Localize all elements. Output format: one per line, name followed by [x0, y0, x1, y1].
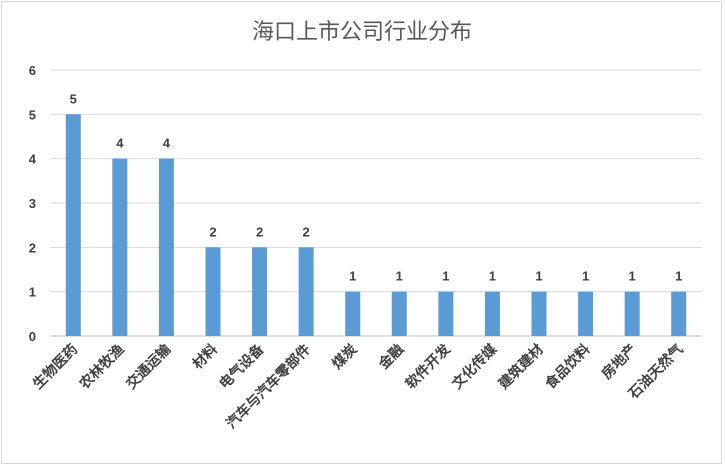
x-tick-label: 食品饮料: [542, 341, 594, 393]
data-label: 1: [349, 269, 356, 284]
y-tick-label: 4: [29, 152, 37, 167]
data-label: 2: [303, 224, 310, 239]
bar: [158, 158, 174, 336]
bar: [671, 291, 687, 336]
x-tick-label: 金融: [375, 341, 408, 374]
data-label: 2: [256, 224, 263, 239]
bar: [65, 114, 81, 336]
data-label: 1: [675, 269, 682, 284]
bar: [298, 247, 314, 336]
x-tick-label: 文化传媒: [449, 340, 501, 392]
data-label: 2: [209, 224, 216, 239]
x-tick-label: 建筑建材: [495, 341, 547, 393]
x-tick-label: 软件开发: [402, 340, 454, 392]
data-label: 5: [70, 91, 77, 106]
x-tick-label: 汽车与汽车零部件: [223, 341, 314, 432]
x-tick-label: 房地产: [598, 341, 640, 383]
data-label: 1: [629, 269, 636, 284]
y-tick-label: 6: [29, 63, 36, 78]
y-tick-label: 2: [29, 240, 36, 255]
bar: [112, 158, 128, 336]
bar: [484, 291, 500, 336]
x-tick-label: 生物医药: [29, 341, 81, 393]
x-tick-label: 交通运输: [123, 340, 175, 392]
x-tick-label: 材料: [189, 341, 221, 373]
y-tick-label: 1: [29, 285, 36, 300]
data-label: 1: [489, 269, 496, 284]
bar: [578, 291, 594, 336]
bar: [624, 291, 640, 336]
data-label: 1: [582, 269, 589, 284]
y-tick-label: 5: [29, 107, 36, 122]
x-tick-label: 煤炭: [329, 341, 361, 373]
x-tick-label: 农林牧渔: [75, 341, 127, 393]
chart-title: 海口上市公司行业分布: [252, 20, 472, 45]
data-label: 1: [535, 269, 542, 284]
data-label: 4: [116, 136, 124, 151]
bar: [345, 291, 361, 336]
bar: [438, 291, 454, 336]
bar: [531, 291, 547, 336]
bar: [391, 291, 407, 336]
bar: [205, 247, 221, 336]
data-label: 4: [163, 136, 171, 151]
data-label: 1: [396, 269, 403, 284]
y-tick-label: 0: [29, 329, 36, 344]
bar: [252, 247, 268, 336]
data-label: 1: [442, 269, 449, 284]
y-tick-label: 3: [29, 196, 36, 211]
